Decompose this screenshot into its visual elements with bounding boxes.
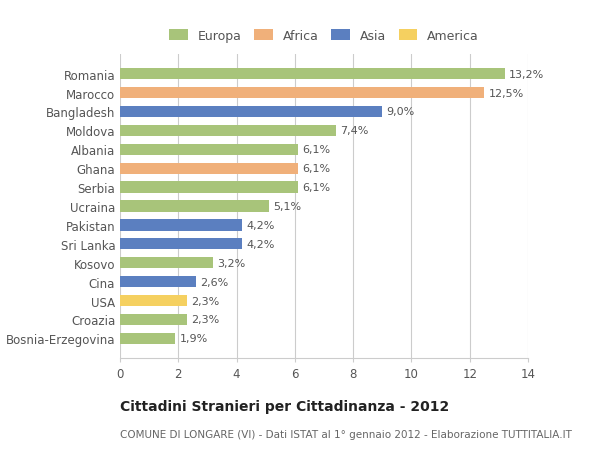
Bar <box>120 239 242 250</box>
Text: 1,9%: 1,9% <box>180 334 208 344</box>
Text: 6,1%: 6,1% <box>302 183 330 193</box>
Bar <box>120 182 298 193</box>
Legend: Europa, Africa, Asia, America: Europa, Africa, Asia, America <box>169 30 479 43</box>
Text: Cittadini Stranieri per Cittadinanza - 2012: Cittadini Stranieri per Cittadinanza - 2… <box>120 399 449 413</box>
Text: 6,1%: 6,1% <box>302 145 330 155</box>
Text: 3,2%: 3,2% <box>218 258 246 268</box>
Bar <box>120 201 269 212</box>
Text: 2,3%: 2,3% <box>191 315 220 325</box>
Bar <box>120 163 298 174</box>
Bar <box>120 276 196 288</box>
Text: 2,3%: 2,3% <box>191 296 220 306</box>
Text: 12,5%: 12,5% <box>488 89 524 98</box>
Bar <box>120 295 187 307</box>
Text: 4,2%: 4,2% <box>247 239 275 249</box>
Bar <box>120 144 298 156</box>
Text: 6,1%: 6,1% <box>302 164 330 174</box>
Bar <box>120 125 335 137</box>
Bar <box>120 88 484 99</box>
Text: COMUNE DI LONGARE (VI) - Dati ISTAT al 1° gennaio 2012 - Elaborazione TUTTITALIA: COMUNE DI LONGARE (VI) - Dati ISTAT al 1… <box>120 429 572 439</box>
Bar <box>120 106 382 118</box>
Text: 7,4%: 7,4% <box>340 126 368 136</box>
Bar <box>120 220 242 231</box>
Text: 4,2%: 4,2% <box>247 220 275 230</box>
Text: 13,2%: 13,2% <box>509 69 544 79</box>
Bar <box>120 69 505 80</box>
Bar <box>120 314 187 325</box>
Bar <box>120 257 213 269</box>
Bar <box>120 333 175 344</box>
Text: 9,0%: 9,0% <box>386 107 415 117</box>
Text: 5,1%: 5,1% <box>273 202 301 212</box>
Text: 2,6%: 2,6% <box>200 277 229 287</box>
